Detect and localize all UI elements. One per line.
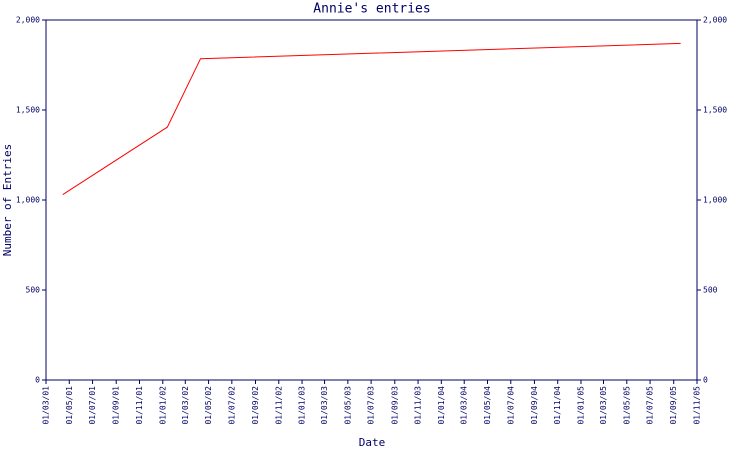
plot-frame xyxy=(45,19,698,381)
x-tick-label: 01/03/01 xyxy=(42,386,51,425)
x-tick-label: 01/05/03 xyxy=(343,386,352,425)
data-line xyxy=(62,42,681,196)
x-tick-label: 01/09/04 xyxy=(530,386,539,425)
y-tick-label: 0 xyxy=(35,376,40,385)
x-tick-label: 01/11/01 xyxy=(135,386,144,425)
y-axis-title: Number of Entries xyxy=(1,144,14,257)
x-tick-label: 01/01/04 xyxy=(437,386,446,425)
x-tick-label: 01/01/02 xyxy=(158,386,167,425)
x-tick-label: 01/09/05 xyxy=(669,386,678,425)
x-tick-label: 01/01/03 xyxy=(298,386,307,425)
y2-tick-label: 1,500 xyxy=(703,106,727,115)
x-tick-label: 01/07/02 xyxy=(227,386,236,425)
y-tick-label: 2,000 xyxy=(16,16,40,25)
y2-tick-label: 500 xyxy=(703,286,718,295)
x-tick-label: 01/07/03 xyxy=(367,386,376,425)
x-tick-label: 01/11/04 xyxy=(553,386,562,425)
x-tick-label: 01/03/05 xyxy=(599,386,608,425)
x-tick-label: 01/09/01 xyxy=(112,386,121,425)
y2-tick-label: 1,000 xyxy=(703,196,727,205)
x-tick-label: 01/07/01 xyxy=(88,386,97,425)
y-tick-label: 1,000 xyxy=(16,196,40,205)
x-tick-label: 01/11/03 xyxy=(414,386,423,425)
x-tick-label: 01/03/02 xyxy=(181,386,190,425)
x-tick-label: 01/07/05 xyxy=(646,386,655,425)
x-axis-title: Date xyxy=(359,436,386,449)
y-tick-label: 500 xyxy=(26,286,41,295)
x-tick-label: 01/03/04 xyxy=(460,386,469,425)
x-tick-label: 01/01/05 xyxy=(576,386,585,425)
x-tick-label: 01/11/02 xyxy=(274,386,283,425)
x-tick-label: 01/11/05 xyxy=(693,386,702,425)
x-tick-label: 01/05/02 xyxy=(204,386,213,425)
x-tick-label: 01/05/04 xyxy=(483,386,492,425)
x-tick-label: 01/09/02 xyxy=(251,386,260,425)
y2-tick-label: 0 xyxy=(703,376,708,385)
x-tick-label: 01/05/01 xyxy=(65,386,74,425)
x-tick-label: 01/09/03 xyxy=(390,386,399,425)
x-tick-label: 01/05/05 xyxy=(622,386,631,425)
chart-title: Annie's entries xyxy=(313,2,430,17)
x-tick-label: 01/07/04 xyxy=(506,386,515,425)
y2-tick-label: 2,000 xyxy=(703,16,727,25)
x-tick-label: 01/03/03 xyxy=(320,386,329,425)
y-tick-label: 1,500 xyxy=(16,106,40,115)
